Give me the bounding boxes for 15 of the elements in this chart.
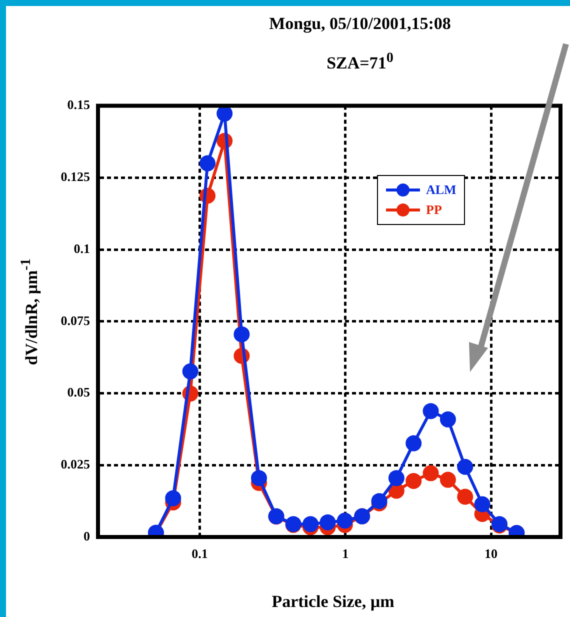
y-tick-label: 0 [84, 528, 90, 544]
legend-label: PP [426, 202, 442, 218]
y-tick-label: 0.075 [60, 312, 90, 328]
y-tick-label: 0.1 [74, 240, 90, 256]
y-tick-label: 0.05 [67, 384, 90, 400]
x-tick-label: 10 [484, 546, 498, 562]
chart-title: Mongu, 05/10/2001,15:08 [268, 14, 452, 34]
chart-subtitle: SZA=71$^{0}$ [326, 50, 394, 74]
x-tick-label: 1 [342, 546, 349, 562]
y-tick-label: 0.15 [67, 97, 90, 112]
x-axis-title: Particle Size, µm [270, 592, 396, 612]
y-tick-label: 0.125 [60, 169, 90, 184]
y-tick-label: 0.025 [60, 456, 90, 472]
x-tick-label: 0.1 [192, 546, 208, 562]
legend-label: ALM [426, 182, 456, 198]
